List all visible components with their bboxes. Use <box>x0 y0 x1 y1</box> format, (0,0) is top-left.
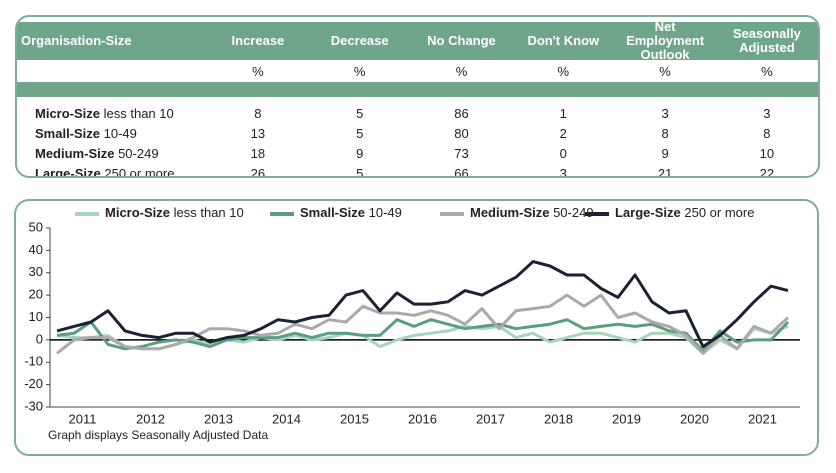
x-tick-label: 2011 <box>69 411 97 426</box>
legend-label: Medium-Size 50-249 <box>470 205 594 220</box>
y-tick-label: -10 <box>24 354 43 369</box>
x-tick-label: 2013 <box>204 411 233 426</box>
cell: 5 <box>356 125 364 141</box>
units-cell: % <box>252 63 264 79</box>
y-tick-label: 20 <box>29 287 43 302</box>
cell: 22 <box>759 165 775 178</box>
x-tick-label: 2016 <box>408 411 437 426</box>
x-tick-label: 2017 <box>476 411 505 426</box>
legend-label: Large-Size 250 or more <box>615 205 754 220</box>
cell: 9 <box>661 145 669 161</box>
cell: 5 <box>356 105 364 121</box>
header-cell: Decrease <box>330 33 389 48</box>
units-cell: % <box>761 63 773 79</box>
cell: 8 <box>254 105 262 121</box>
cell: 21 <box>657 165 673 178</box>
note: Graph displays Seasonally Adjusted Data <box>48 428 268 442</box>
cell: 18 <box>250 145 266 161</box>
cell: 9 <box>356 145 364 161</box>
series-line <box>56 260 789 349</box>
row-label: Medium-Size 50-249 <box>35 145 159 161</box>
units-row: %%%%%% <box>17 60 818 82</box>
y-tick-label: -20 <box>24 376 43 391</box>
legend-label: Micro-Size less than 10 <box>105 205 244 220</box>
cell: 26 <box>250 165 266 178</box>
units-cell: % <box>455 63 468 79</box>
header-cell: Seasonally Adjusted <box>732 26 801 55</box>
x-tick-label: 2021 <box>748 411 777 426</box>
cell: 8 <box>763 125 771 141</box>
header-cell: Increase <box>231 33 285 48</box>
cell: 73 <box>454 145 469 161</box>
cell: 10 <box>759 145 775 161</box>
x-tick-label: 2015 <box>340 411 369 426</box>
x-tick-label: 2020 <box>680 411 709 426</box>
header-row: Organisation-Size Increase Decrease No Chan… <box>17 19 818 62</box>
cell: 3 <box>559 165 567 178</box>
header-cell: Organisation-Size <box>21 33 132 48</box>
table-row: Medium-Size 50-249 18 9 73 0 9 10 <box>17 143 818 163</box>
table-row: Micro-Size less than 10 8 5 86 1 3 3 <box>17 103 818 123</box>
y-tick-label: -30 <box>24 398 43 413</box>
x-tick-label: 2012 <box>136 411 165 426</box>
band <box>17 82 818 97</box>
cell: 13 <box>250 125 266 141</box>
row-label: Large-Size 250 or more <box>35 165 175 178</box>
units-cell: % <box>557 63 570 79</box>
cell: 8 <box>661 125 669 141</box>
x-tick-label: 2014 <box>272 411 301 426</box>
y-tick-label: 40 <box>29 242 43 257</box>
cell: 3 <box>661 105 669 121</box>
cell: 3 <box>763 105 771 121</box>
header-cell: No Change <box>427 33 496 48</box>
cell: 66 <box>454 165 469 178</box>
y-tick-label: 50 <box>29 219 43 234</box>
table: Organisation-Size Increase Decrease No Chan… <box>15 15 820 178</box>
header-cell: Net Employment Outlook <box>626 19 705 62</box>
y-tick-label: 10 <box>29 309 43 324</box>
units-cell: % <box>659 63 671 79</box>
units-cell: % <box>353 63 366 79</box>
y-tick-label: 0 <box>36 331 43 346</box>
series-line <box>56 293 790 355</box>
table-row: Large-Size 250 or more 26 5 66 3 21 22 <box>17 163 818 178</box>
series-line <box>56 318 790 353</box>
table-row: Small-Size 10-49 13 5 80 2 8 8 <box>17 123 818 143</box>
y-tick-label: 30 <box>29 264 43 279</box>
cell: 0 <box>559 145 567 161</box>
header-cell: Don't Know <box>527 33 600 48</box>
cell: 5 <box>356 165 364 178</box>
cell: 2 <box>559 125 567 141</box>
row-label: Small-Size 10-49 <box>35 125 137 141</box>
x-tick-label: 2018 <box>544 411 573 426</box>
x-tick-label: 2019 <box>612 411 641 426</box>
chart-frame <box>14 199 819 456</box>
cell: 86 <box>454 105 469 121</box>
cell: 1 <box>559 105 567 121</box>
row-label: Micro-Size less than 10 <box>35 105 174 121</box>
cell: 80 <box>454 125 469 141</box>
legend-label: Small-Size 10-49 <box>300 205 402 220</box>
